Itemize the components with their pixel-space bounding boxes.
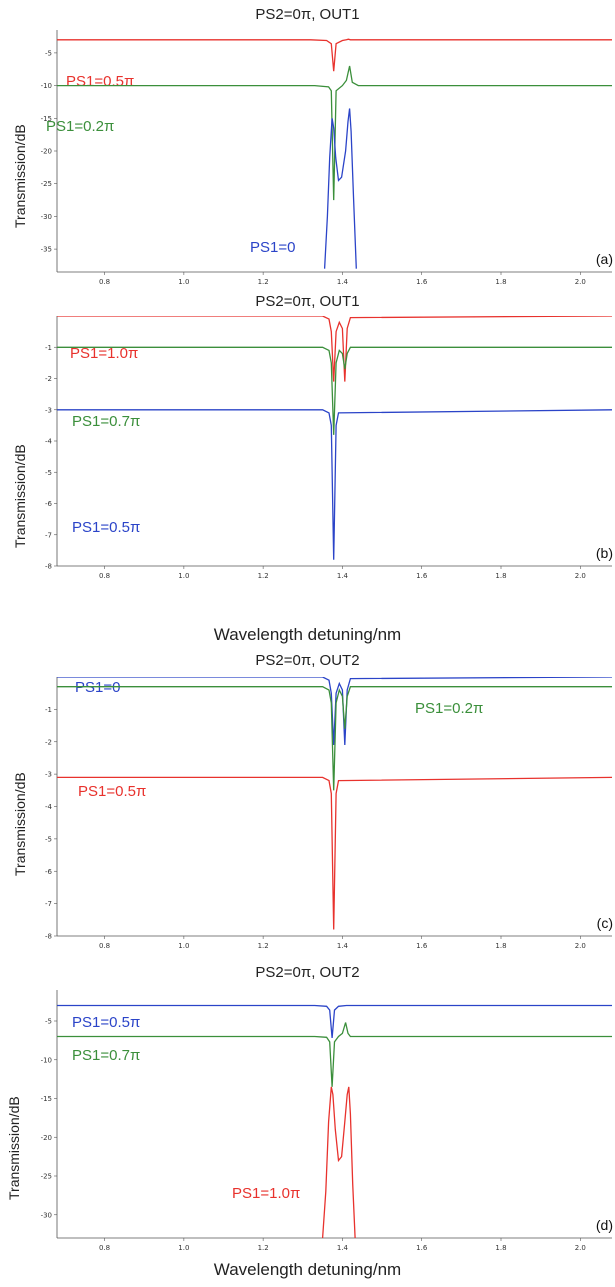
series-label: PS1=0.7π [72, 413, 140, 430]
x-tick-label: 1.2 [258, 572, 269, 580]
x-tick-label: 1.6 [416, 1244, 428, 1252]
series-label: PS1=0.5π [78, 783, 146, 800]
x-tick-label: 1.4 [337, 572, 349, 580]
y-tick-label: -10 [41, 1056, 52, 1064]
y-tick-label: -6 [45, 500, 53, 508]
x-tick-label: 1.0 [178, 278, 189, 286]
x-tick-label: 1.4 [337, 1244, 349, 1252]
series-line [57, 1004, 612, 1039]
y-tick-label: -20 [41, 148, 52, 156]
x-tick-label: 1.8 [495, 1244, 506, 1252]
chart-b: 0.8 1.0 1.2 1.4 1.6 1.8 2.0 -1 -2 -3 -4 -5 -6 -7 -8 PS1… [45, 316, 613, 580]
y-tick-label: -15 [41, 115, 52, 123]
x-tick-label: 2.0 [575, 278, 586, 286]
y-tick-label: -2 [45, 375, 52, 383]
x-tick-label: 1.0 [178, 1244, 189, 1252]
chart-a: 0.8 1.0 1.2 1.4 1.6 1.8 2.0 -5 -10 -15 -20 -25 -30 -3… [41, 30, 613, 286]
series-line [323, 108, 357, 269]
y-tick-label: -2 [45, 738, 52, 746]
y-tick-label: -7 [45, 531, 52, 539]
x-tick-label: 1.2 [258, 278, 269, 286]
x-tick-label: 1.6 [416, 278, 428, 286]
chart-title: PS2=0π, OUT1 [255, 6, 360, 23]
y-tick-label: -10 [41, 82, 52, 90]
y-tick-label: -5 [45, 835, 52, 843]
chart-title: PS2=0π, OUT2 [255, 964, 360, 981]
x-tick-label: 1.8 [495, 278, 506, 286]
y-tick-label: -30 [41, 213, 52, 221]
y-tick-label: -25 [41, 1173, 52, 1181]
y-tick-label: -8 [45, 563, 52, 571]
x-tick-label: 2.0 [575, 572, 586, 580]
x-tick-label: 1.0 [178, 942, 189, 950]
panel-a: PS2=0π, OUT1 Transmission/dB 0.8 1.0 1.2 1.… [0, 0, 615, 300]
y-tick-label: -5 [45, 1018, 52, 1026]
y-tick-label: -7 [45, 900, 52, 908]
series-label: PS1=0.5π [72, 519, 140, 536]
x-axis-label: Wavelength detuning/nm [213, 625, 402, 644]
x-axis-label: Wavelength detuning/nm [213, 1260, 402, 1279]
panel-letter: (d) [596, 1217, 613, 1233]
y-tick-label: -1 [45, 344, 52, 352]
series-label: PS1=0.2π [415, 700, 483, 717]
y-tick-label: -1 [45, 706, 52, 714]
panel-letter: (b) [596, 545, 613, 561]
chart-title: PS2=0π, OUT2 [255, 652, 360, 669]
panel-letter: (a) [596, 251, 613, 267]
y-tick-label: -3 [45, 406, 52, 414]
y-tick-label: -3 [45, 771, 52, 779]
x-tick-label: 1.0 [178, 572, 189, 580]
series-label: PS1=0 [250, 239, 295, 256]
series-line [57, 38, 612, 72]
y-tick-label: -4 [45, 438, 53, 446]
series-label: PS1=1.0π [70, 345, 138, 362]
y-tick-label: -6 [45, 868, 53, 876]
x-tick-label: 1.4 [337, 278, 349, 286]
chart-c: 0.8 1.0 1.2 1.4 1.6 1.8 2.0 -1 -2 -3 -4 -5 -6 -7 -8 PS1… [45, 677, 613, 950]
x-tick-label: 0.8 [99, 572, 110, 580]
y-tick-label: -5 [45, 469, 52, 477]
series-line [57, 409, 612, 560]
x-tick-label: 1.2 [258, 1244, 269, 1252]
y-tick-label: -25 [41, 180, 52, 188]
series-label: PS1=0.2π [46, 118, 114, 135]
series-line [57, 686, 612, 791]
series-label: PS1=0 [75, 679, 120, 696]
panel-letter: (c) [597, 915, 613, 931]
x-tick-label: 0.8 [99, 942, 110, 950]
chart-title: PS2=0π, OUT1 [255, 293, 360, 310]
x-tick-label: 2.0 [575, 1244, 586, 1252]
series-label: PS1=1.0π [232, 1185, 300, 1202]
series-label: PS1=0.7π [72, 1047, 140, 1064]
series-line [57, 346, 612, 435]
series-line [57, 316, 612, 382]
y-tick-label: -15 [41, 1095, 52, 1103]
x-tick-label: 0.8 [99, 1244, 110, 1252]
panel-c: PS2=0π, OUT2 Transmission/dB 0.8 1.0 1.2 1.… [12, 652, 613, 950]
y-tick-label: -5 [45, 49, 52, 57]
x-tick-label: 1.2 [258, 942, 269, 950]
series-label: PS1=0.5π [72, 1014, 140, 1031]
x-tick-label: 1.4 [337, 942, 349, 950]
x-tick-label: 0.8 [99, 278, 110, 286]
series-line [57, 776, 612, 930]
y-tick-label: -20 [41, 1134, 52, 1142]
series-line [57, 65, 612, 201]
series-line [57, 677, 612, 746]
panel-b: PS2=0π, OUT1 Transmission/dB 0.8 1.0 1.2 1.… [0, 0, 615, 600]
x-tick-label: 2.0 [575, 942, 586, 950]
y-tick-label: -8 [45, 933, 52, 941]
x-tick-label: 1.6 [416, 942, 428, 950]
x-tick-label: 1.6 [416, 572, 428, 580]
series-line [321, 1086, 356, 1238]
x-tick-label: 1.8 [495, 942, 506, 950]
x-tick-label: 1.8 [495, 572, 506, 580]
y-tick-label: -30 [41, 1211, 52, 1219]
y-tick-label: -35 [41, 246, 52, 254]
series-line [57, 1022, 612, 1087]
y-tick-label: -4 [45, 803, 53, 811]
